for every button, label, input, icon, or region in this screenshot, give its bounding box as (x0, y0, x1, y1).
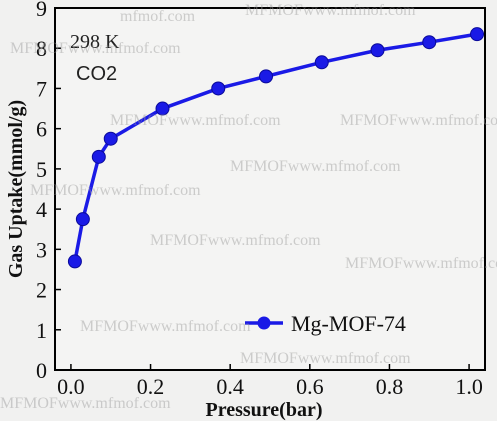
x-tick-label: 0.8 (376, 374, 404, 399)
legend-marker (257, 316, 271, 330)
data-point (75, 212, 90, 227)
legend-label: Mg-MOF-74 (291, 311, 406, 336)
y-axis-label: Gas Uptake(mmol/g) (5, 100, 27, 278)
data-point (211, 81, 226, 96)
annotation-gas: CO2 (76, 63, 117, 85)
data-point (67, 254, 82, 269)
y-tick-label: 3 (36, 237, 47, 262)
data-point (155, 101, 170, 116)
x-tick-label: 0.0 (57, 374, 85, 399)
y-tick-label: 2 (36, 278, 47, 303)
x-axis-label: Pressure(bar) (205, 399, 322, 421)
y-tick-label: 7 (36, 76, 47, 101)
x-tick-label: 0.2 (137, 374, 165, 399)
data-point (422, 35, 437, 50)
data-point (314, 55, 329, 70)
y-tick-label: 4 (36, 197, 47, 222)
data-point (370, 43, 385, 58)
y-tick-label: 5 (36, 157, 47, 182)
data-point (259, 69, 274, 84)
y-tick-label: 0 (36, 358, 47, 383)
data-point (103, 131, 118, 146)
annotation-temperature: 298 K (70, 31, 120, 53)
y-tick-label: 9 (36, 0, 47, 21)
x-tick-label: 1.0 (455, 374, 483, 399)
y-tick-label: 1 (36, 318, 47, 343)
data-point (470, 27, 485, 42)
x-tick-label: 0.6 (296, 374, 324, 399)
x-tick-label: 0.4 (216, 374, 244, 399)
data-point (91, 149, 106, 164)
y-tick-label: 6 (36, 117, 47, 142)
plot-frame (54, 7, 486, 371)
y-tick-label: 8 (36, 36, 47, 61)
